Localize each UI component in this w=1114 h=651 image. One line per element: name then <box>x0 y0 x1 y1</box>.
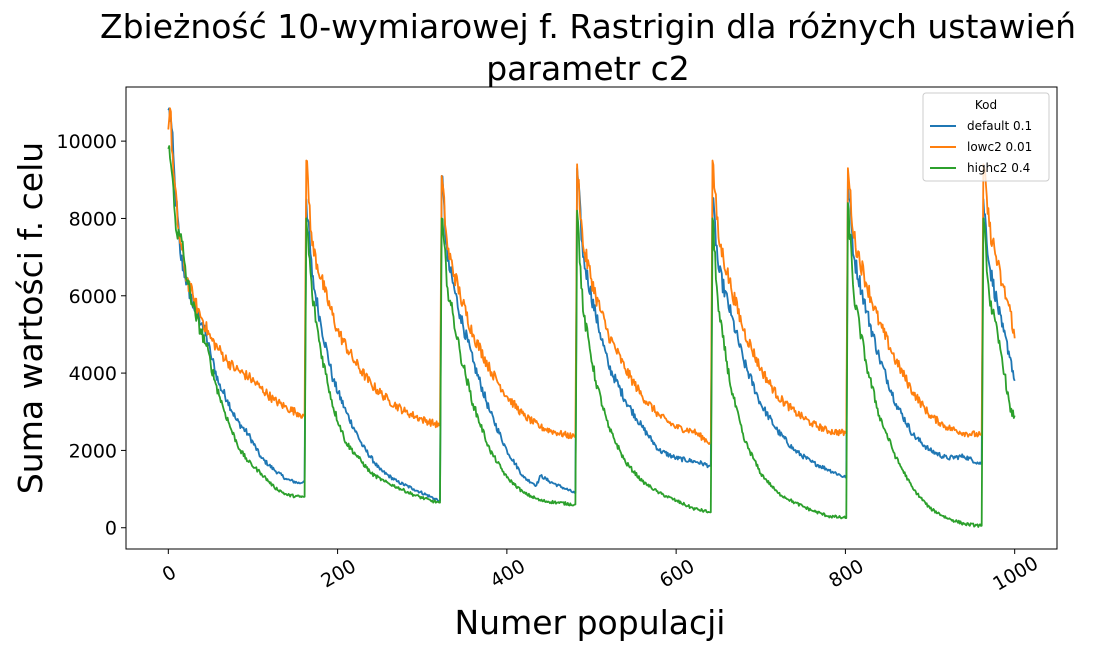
legend-title: Kod <box>975 98 997 112</box>
legend-label-lowc2: lowc2 0.01 <box>967 140 1032 154</box>
chart-title-line2: parametr c2 <box>486 49 690 88</box>
y-tick-label: 6000 <box>69 286 117 308</box>
y-tick-label: 10000 <box>57 131 117 153</box>
y-tick-label: 8000 <box>69 208 117 230</box>
y-tick-label: 0 <box>105 518 117 540</box>
y-axis-label: Suma wartości f. celu <box>11 142 50 494</box>
y-tick-label: 2000 <box>69 440 117 462</box>
series-line-default <box>167 107 1016 503</box>
series-line-highc2 <box>167 145 1016 528</box>
legend: Kod default 0.1 lowc2 0.01 highc2 0.4 <box>922 92 1050 182</box>
series-line-lowc2 <box>167 107 1016 445</box>
series-layer <box>167 107 1016 528</box>
legend-label-highc2: highc2 0.4 <box>967 161 1030 175</box>
legend-box <box>922 92 1050 182</box>
y-axis: 0 2000 4000 6000 8000 10000 <box>57 131 126 540</box>
chart-title: Zbieżność 10-wymiarowej f. Rastrigin dla… <box>100 7 1076 46</box>
x-axis-label: Numer populacji <box>455 603 726 642</box>
y-tick-label: 4000 <box>69 363 117 385</box>
plot-frame <box>125 86 1058 550</box>
legend-label-default: default 0.1 <box>967 119 1032 133</box>
